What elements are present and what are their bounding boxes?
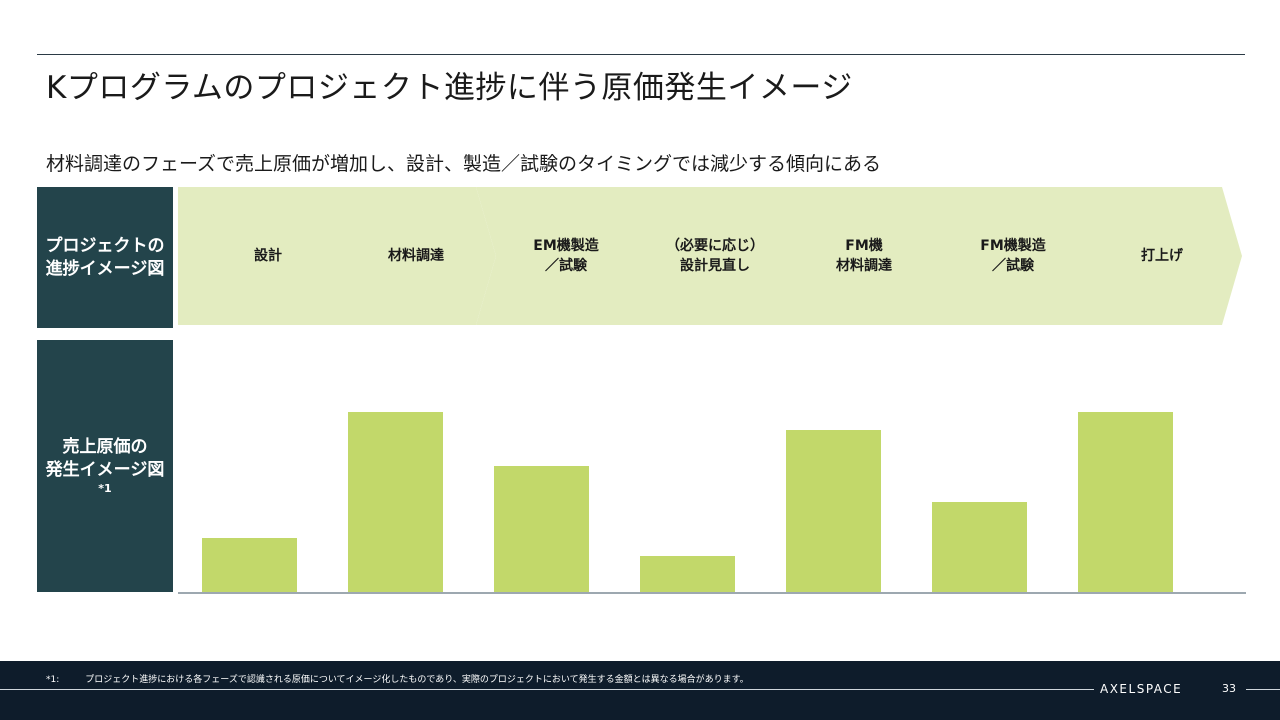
bar-1 — [348, 412, 443, 592]
phase-label: 打上げ — [1087, 246, 1227, 266]
phase-label-line: ／試験 — [992, 258, 1034, 274]
phase-label: FM機材料調達 — [789, 236, 929, 276]
phase-label: 材料調達 — [341, 246, 481, 266]
page-number: 33 — [1222, 682, 1236, 695]
phase-chevron: FM機材料調達 — [774, 187, 944, 325]
title-rule — [37, 54, 1245, 55]
phase-label-line: 材料調達 — [388, 248, 444, 264]
footer-rule — [0, 689, 1094, 690]
phase-label-line: （必要に応じ） — [666, 238, 764, 254]
page-title: Kプログラムのプロジェクト進捗に伴う原価発生イメージ — [46, 70, 853, 106]
bar-2 — [494, 466, 589, 592]
phase-label-line: 設計 — [254, 248, 282, 264]
phase-label: FM機製造 ／試験 — [938, 236, 1078, 276]
phase-chevron: 打上げ — [1072, 187, 1242, 325]
cost-label-note: *1 — [98, 482, 112, 495]
bar-4 — [786, 430, 881, 592]
cost-label-line: 売上原価の — [62, 437, 148, 457]
phase-label-line: 打上げ — [1141, 248, 1183, 264]
phase-chevron: 材料調達 — [326, 187, 496, 325]
footnote: *1: プロジェクト進捗における各フェーズで認識される原価についてイメージ化したも… — [46, 672, 749, 685]
footnote-text: プロジェクト進捗における各フェーズで認識される原価についてイメージ化したものであ… — [85, 675, 749, 685]
phase-label: EM機製造 ／試験 — [491, 236, 631, 276]
phase-label-line: EM機製造 — [533, 238, 599, 254]
footnote-mark: *1: — [46, 675, 60, 685]
subtitle: 材料調達のフェーズで売上原価が増加し、設計、製造／試験のタイミングでは減少する傾… — [46, 153, 882, 175]
footer: *1: プロジェクト進捗における各フェーズで認識される原価についてイメージ化したも… — [0, 661, 1280, 720]
phase-chevron: 設計 — [178, 187, 348, 325]
progress-label-line: プロジェクトの — [45, 235, 165, 256]
phase-label-line: 設計見直し — [680, 258, 750, 274]
phase-label-line: 材料調達 — [836, 258, 892, 274]
cost-label-line: 発生イメージ図 — [45, 460, 165, 480]
phase-label-line: ／試験 — [545, 258, 587, 274]
progress-label-line: 進捗イメージ図 — [45, 258, 165, 279]
phase-label-line: FM機製造 — [980, 238, 1046, 254]
brand-logo: AXELSPACE — [1100, 682, 1183, 696]
phase-label-line: FM機 — [845, 238, 883, 254]
bar-5 — [932, 502, 1027, 592]
progress-label-box: プロジェクトの 進捗イメージ図 — [37, 187, 173, 328]
bar-3 — [640, 556, 735, 592]
cost-bar-chart — [178, 412, 1246, 594]
cost-label-box: 売上原価の 発生イメージ図 *1 — [37, 340, 173, 592]
footer-rule — [1246, 689, 1280, 690]
bar-6 — [1078, 412, 1173, 592]
phase-chevron: （必要に応じ） 設計見直し — [625, 187, 795, 325]
phase-chevron: EM機製造 ／試験 — [476, 187, 646, 325]
bar-0 — [202, 538, 297, 592]
phase-chevron: FM機製造 ／試験 — [923, 187, 1093, 325]
phase-label: （必要に応じ） 設計見直し — [640, 236, 780, 276]
phase-label: 設計 — [193, 246, 333, 266]
